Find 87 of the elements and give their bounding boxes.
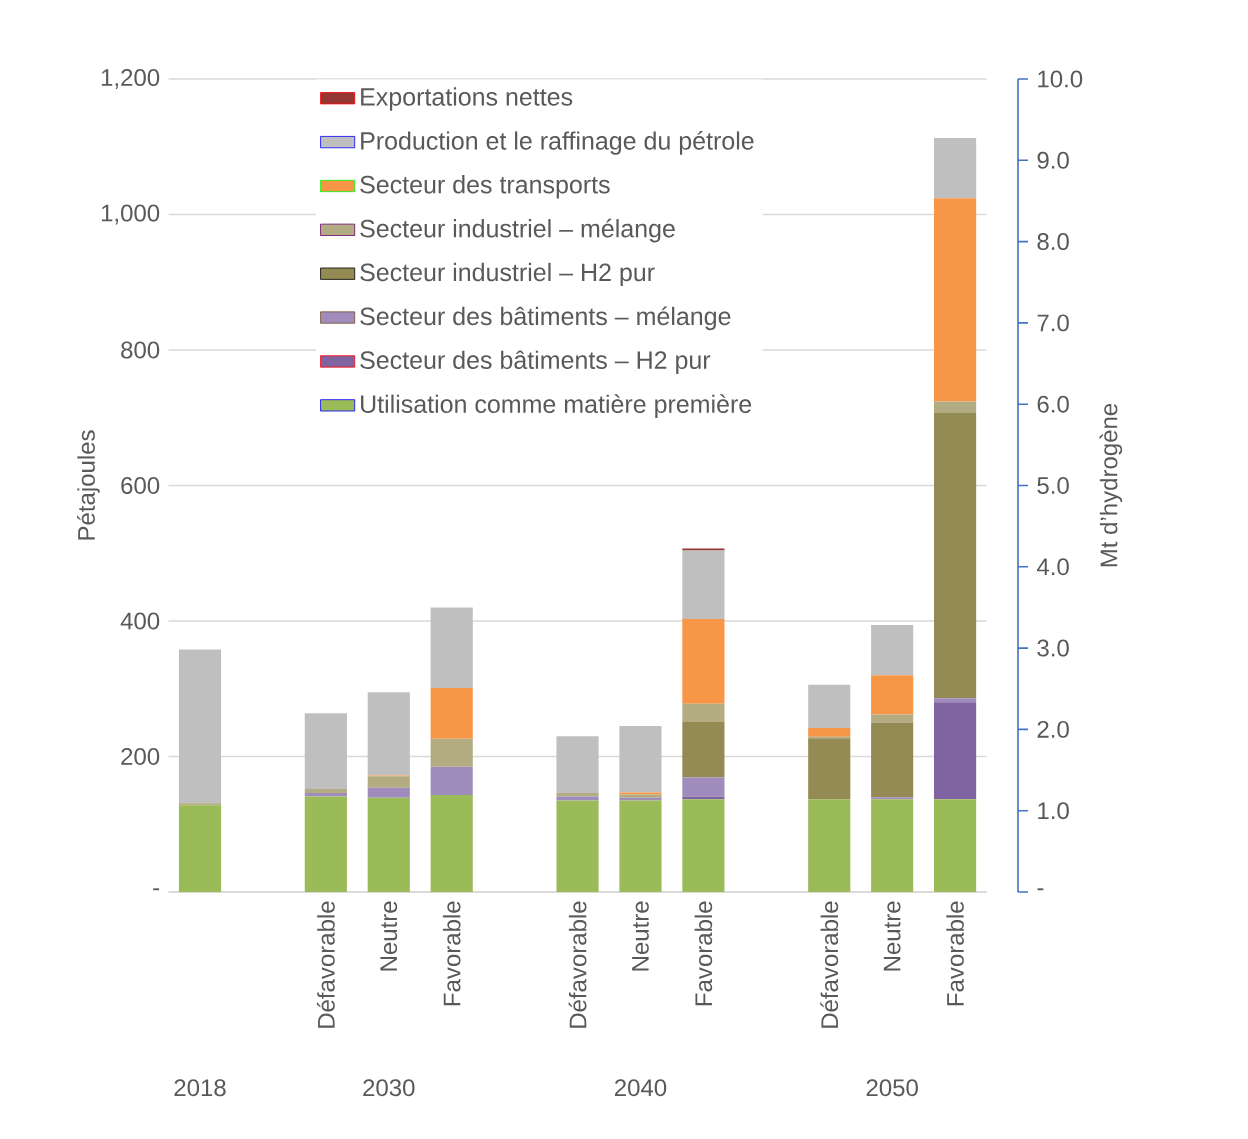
x-tick-label: Favorable — [946, 901, 964, 1006]
bar — [367, 787, 410, 798]
bar — [871, 799, 914, 892]
bar — [682, 618, 725, 704]
bar — [304, 789, 347, 794]
bar — [934, 702, 977, 800]
x-tick-label: Neutre — [380, 901, 398, 971]
bar — [682, 796, 725, 800]
legend-label: Exportations nettes — [361, 87, 573, 111]
y2-axis-title: Mt d’hydrogène — [1099, 403, 1123, 567]
bar — [304, 713, 347, 789]
bar — [430, 795, 473, 892]
x-tick-label: Défavorable — [568, 901, 587, 1028]
text: 2040 — [614, 1079, 667, 1097]
legend-label: Secteur des bâtiments – mélange — [360, 306, 731, 331]
y-axis-title: Pétajoules — [77, 430, 100, 540]
bar — [556, 800, 599, 892]
bar — [808, 799, 851, 892]
y-tick-label: 800 — [121, 341, 160, 359]
x-tick-label: Défavorable — [820, 901, 839, 1028]
bar — [871, 797, 914, 800]
legend-label: Secteur des bâtiments – H2 pur — [360, 350, 711, 374]
x-tick-label: Favorable — [694, 901, 713, 1006]
bar — [871, 625, 914, 676]
bar — [556, 796, 599, 801]
x-tick-label: Neutre — [883, 901, 901, 971]
text: 2030 — [363, 1079, 415, 1097]
bar — [304, 796, 347, 892]
bar — [430, 688, 473, 739]
bar — [808, 738, 851, 800]
y-tick-label: 200 — [121, 748, 160, 765]
y-tick-label: 600 — [121, 477, 160, 494]
bar — [808, 728, 851, 737]
bar — [367, 797, 410, 892]
bar — [682, 777, 725, 797]
bar — [934, 401, 977, 413]
y2-tick-label: 3.0 — [1037, 639, 1069, 657]
bar — [682, 548, 725, 551]
text: 2050 — [866, 1079, 918, 1097]
y2-tick-label: 8.0 — [1037, 233, 1069, 251]
text: 2018 — [174, 1079, 226, 1097]
bar — [430, 738, 473, 767]
x-tick-label: Neutre — [632, 901, 649, 971]
bar — [556, 736, 599, 794]
y-tick-label: 1,000 — [101, 204, 160, 225]
bar — [934, 799, 977, 892]
y2-tick-label: 1.0 — [1038, 802, 1069, 820]
y2-tick-label: 6.0 — [1037, 395, 1069, 413]
y-tick-label: 400 — [120, 612, 160, 630]
y2-tick-label: - — [1037, 888, 1044, 891]
bar — [871, 675, 914, 715]
y2-tick-label: 10.0 — [1038, 70, 1083, 88]
bar — [619, 725, 662, 793]
legend-label: Secteur industriel – mélange — [360, 218, 675, 243]
bar — [682, 721, 725, 778]
bar — [934, 412, 977, 699]
bar — [682, 799, 725, 892]
y2-tick-label: 7.0 — [1037, 314, 1069, 332]
bar — [682, 550, 725, 619]
legend-label: Utilisation comme matière première — [361, 394, 752, 418]
bar — [934, 698, 977, 703]
bar — [178, 649, 222, 804]
bar — [619, 800, 662, 892]
x-tick-label: Favorable — [442, 901, 461, 1006]
bar — [430, 766, 473, 796]
legend-label: Production et le raffinage du pétrole — [361, 131, 754, 155]
legend-label: Secteur industriel – H2 pur — [360, 262, 655, 287]
bar — [682, 703, 725, 722]
y2-tick-label: 9.0 — [1037, 151, 1069, 169]
bar — [430, 607, 473, 689]
bar — [871, 722, 914, 798]
x-tick-label: Défavorable — [316, 901, 335, 1028]
y2-tick-label: 4.0 — [1036, 558, 1069, 576]
bar — [556, 793, 599, 797]
bar — [934, 137, 977, 199]
y2-tick-label: 5.0 — [1037, 477, 1069, 494]
bar — [808, 684, 851, 729]
bar — [367, 776, 410, 788]
y-tick-label: - — [153, 888, 160, 891]
bar — [178, 805, 222, 892]
bar — [367, 692, 410, 776]
bar — [178, 803, 222, 806]
bar — [934, 198, 977, 402]
legend-label: Secteur des transports — [360, 175, 610, 199]
y-tick-label: 1,200 — [101, 69, 160, 89]
bar — [871, 714, 914, 723]
y2-tick-label: 2.0 — [1037, 720, 1069, 738]
